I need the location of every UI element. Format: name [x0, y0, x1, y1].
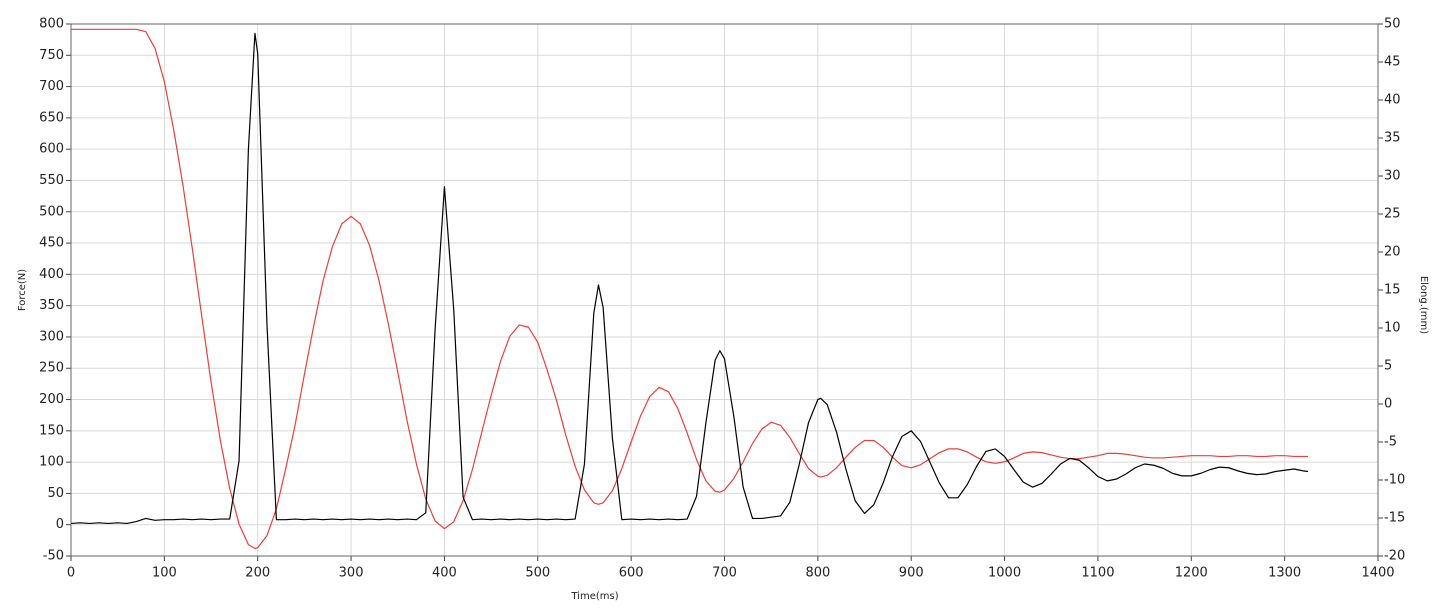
x-tick-label: 600 [619, 566, 644, 581]
y-tick-label: 0 [56, 517, 64, 532]
y-tick-label: 600 [39, 142, 64, 157]
y-tick-label: 450 [39, 236, 64, 251]
x-tick-label: 1200 [1175, 566, 1208, 581]
x-tick-label: 1300 [1268, 566, 1301, 581]
data-line [71, 28, 1308, 549]
y2-tick-label: 15 [1384, 283, 1401, 298]
y2-tick-label: 5 [1384, 359, 1392, 374]
y2-tick-label: 0 [1384, 397, 1392, 412]
y-axis-label: Force(N) [17, 269, 28, 311]
y2-axis-label: Elong.(mm) [1418, 276, 1429, 334]
y-tick-label: 400 [39, 267, 64, 282]
y2-tick-label: -15 [1384, 511, 1405, 526]
y2-tick-label: 40 [1384, 93, 1401, 108]
x-tick-label: 0 [67, 566, 75, 581]
y2-tick-label: -20 [1384, 549, 1405, 564]
y-tick-label: 350 [39, 298, 64, 313]
x-tick-label: 100 [152, 566, 177, 581]
x-tick-label: 200 [245, 566, 270, 581]
y-tick-label: 700 [39, 79, 64, 94]
y-tick-label: 250 [39, 361, 64, 376]
y2-tick-label: 45 [1384, 55, 1401, 70]
y-tick-label: 500 [39, 204, 64, 219]
y2-tick-label: 30 [1384, 169, 1401, 184]
y2-tick-label: -5 [1384, 435, 1397, 450]
x-tick-label: 1100 [1081, 566, 1114, 581]
x-tick-label: 800 [805, 566, 830, 581]
x-tick-label: 500 [525, 566, 550, 581]
plot-frame [70, 23, 1379, 557]
y2-tick-label: 50 [1384, 17, 1401, 32]
y2-tick-label: -10 [1384, 473, 1405, 488]
y-tick-label: 100 [39, 455, 64, 470]
y2-tick-label: 10 [1384, 321, 1401, 336]
y-tick-label: 300 [39, 329, 64, 344]
y-tick-label: 150 [39, 423, 64, 438]
y2-tick-label: 35 [1384, 131, 1401, 146]
y-tick-label: 650 [39, 110, 64, 125]
x-tick-label: 1400 [1361, 566, 1394, 581]
y-tick-label: -50 [43, 549, 64, 564]
x-tick-label: 900 [899, 566, 924, 581]
x-tick-label: 400 [432, 566, 457, 581]
y2-tick-label: 25 [1384, 207, 1401, 222]
x-axis-label: Time(ms) [570, 591, 618, 602]
y-tick-label: 800 [39, 17, 64, 32]
data-line [70, 32, 1309, 525]
y-tick-label: 50 [47, 486, 64, 501]
x-tick-label: 300 [339, 566, 364, 581]
x-tick-label: 700 [712, 566, 737, 581]
y2-tick-label: 20 [1384, 245, 1401, 260]
x-tick-label: 1000 [988, 566, 1021, 581]
y-tick-label: 550 [39, 173, 64, 188]
y-tick-label: 750 [39, 48, 64, 63]
y-tick-label: 200 [39, 392, 64, 407]
